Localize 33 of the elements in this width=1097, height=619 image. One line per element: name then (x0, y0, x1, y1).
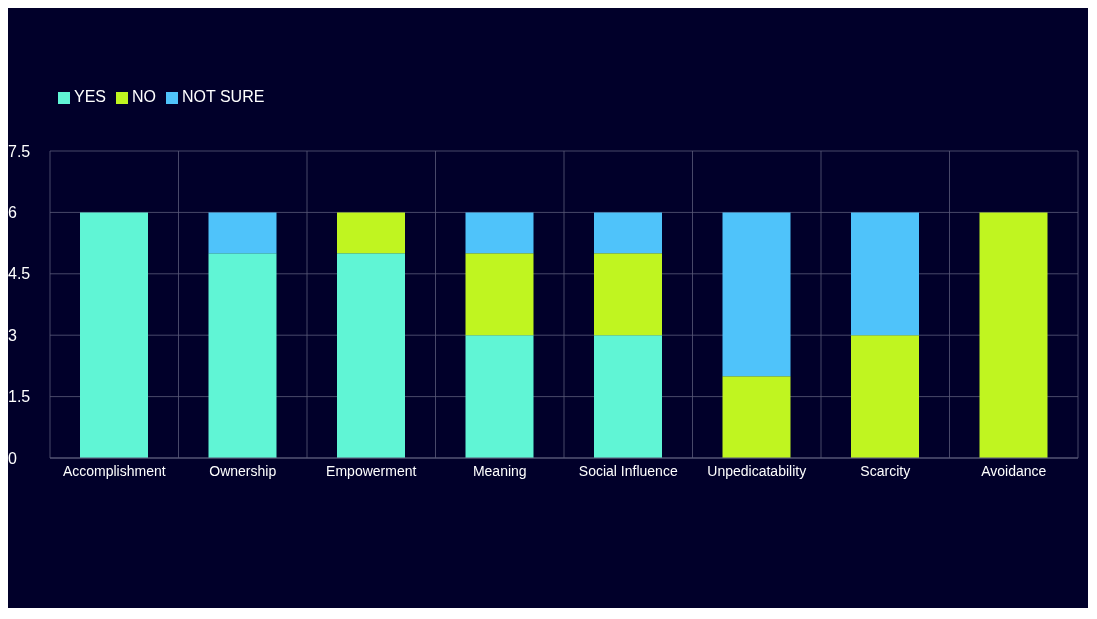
y-tick-label: 4.5 (8, 265, 31, 283)
bar (851, 335, 919, 458)
y-tick-label: 1.5 (8, 388, 31, 406)
y-tick-label: 7.5 (8, 142, 31, 160)
bar (465, 253, 534, 336)
bar (722, 376, 791, 458)
bar (594, 253, 662, 336)
x-tick-label: Avoidance (981, 462, 1047, 479)
bar (722, 212, 791, 377)
bar (594, 212, 662, 254)
y-tick-label: 0 (8, 449, 17, 467)
x-tick-label: Meaning (472, 462, 527, 479)
bar (337, 212, 405, 254)
x-tick-label: Unpedicatability (707, 462, 807, 479)
y-tick-label: 3 (8, 326, 17, 344)
legend-label: NOT SURE (182, 88, 265, 105)
bar (465, 335, 534, 458)
bar (208, 212, 277, 254)
x-tick-label: Accomplishment (62, 462, 166, 479)
bar (337, 253, 405, 458)
bar (80, 212, 148, 458)
x-tick-label: Empowerment (326, 462, 417, 479)
legend-label: YES (74, 88, 107, 105)
x-tick-label: Scarcity (860, 462, 911, 479)
bar (594, 335, 662, 458)
x-tick-label: Social Influence (578, 462, 678, 479)
y-tick-label: 6 (8, 204, 17, 222)
x-tick-label: Ownership (209, 462, 277, 479)
bar (979, 212, 1048, 458)
bar (208, 253, 277, 458)
bar (851, 212, 919, 336)
bar (465, 212, 534, 254)
legend-label: NO (132, 88, 157, 105)
